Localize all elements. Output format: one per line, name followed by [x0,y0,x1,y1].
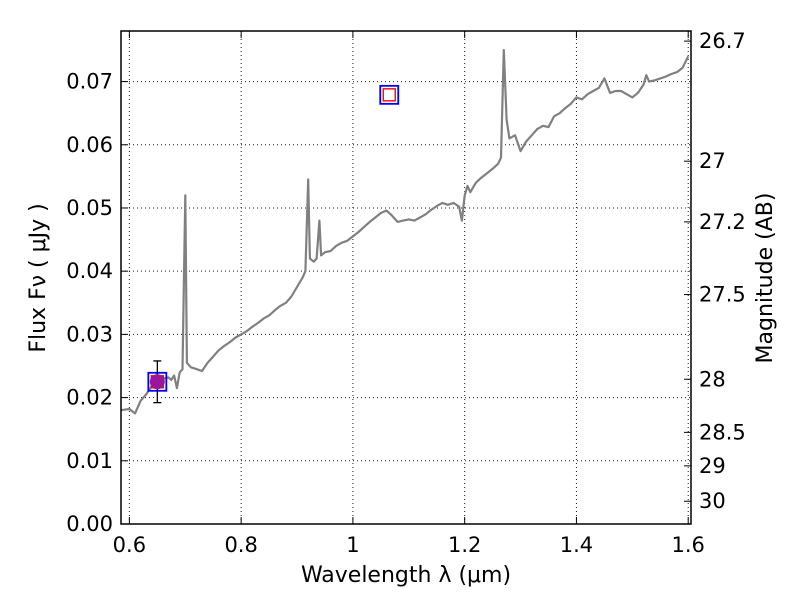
grid-layer [121,31,691,525]
x-tick-label: 1.4 [560,533,593,557]
points-layer [147,84,400,404]
right-tick-label: 27.5 [699,283,746,307]
spectrum-line [120,48,690,415]
right-tick-label: 27 [699,149,726,173]
right-tick-label: 26.7 [699,29,746,53]
x-axis-label: Wavelength λ (μm) [301,563,511,588]
y-tick-label: 0.03 [66,322,113,346]
photometry-point [149,374,165,390]
x-tick-label: 1.2 [448,533,481,557]
y-tick-label: 0.06 [66,133,113,157]
ticks-layer: 0.6 0.8 1 1.2 1.4 1.6 0.00 0.01 0.02 0.03 0.04 0.05… [66,29,746,557]
x-tick-label: 0.8 [224,533,257,557]
right-tick-label: 28 [699,367,726,391]
x-tick-label: 1.6 [672,533,705,557]
x-tick-label: 1 [346,533,359,557]
y-tick-label: 0.05 [66,196,113,220]
x-tick-label: 0.6 [113,533,146,557]
y-tick-label: 0.07 [66,70,113,94]
model-square-outer [379,84,400,105]
right-tick-label: 28.5 [699,420,746,444]
y-axis-right-label: Magnitude (AB) [753,193,778,364]
right-tick-label: 29 [699,454,726,478]
right-tick-label: 27.2 [699,210,746,234]
y-tick-label: 0.02 [66,386,113,410]
y-tick-label: 0.01 [66,449,113,473]
y-tick-label: 0.00 [66,512,113,536]
y-tick-label: 0.04 [66,259,113,283]
series-layer [120,48,690,415]
y-axis-label: Flux Fν ( μJy ) [26,203,51,352]
model-square-inner [382,88,396,102]
right-tick-label: 30 [699,489,726,513]
plot-frame [120,30,692,525]
